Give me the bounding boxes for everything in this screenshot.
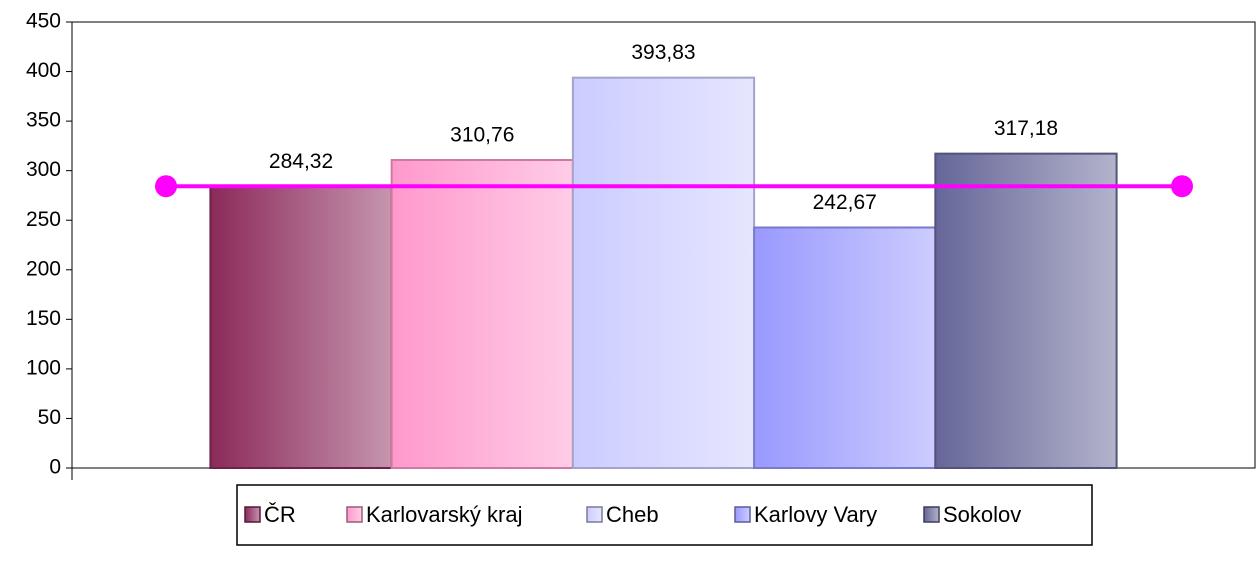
legend-label: Cheb <box>606 502 659 527</box>
y-tick-label: 450 <box>26 10 61 33</box>
y-tick-label: 50 <box>38 406 61 429</box>
y-tick-label: 400 <box>26 59 61 82</box>
reference-marker <box>155 175 177 198</box>
legend-box <box>236 484 1093 546</box>
value-label: 284,32 <box>269 150 333 173</box>
legend-label: Karlovy Vary <box>754 502 877 527</box>
y-tick-label: 300 <box>26 158 61 181</box>
value-label: 242,67 <box>813 191 877 214</box>
legend-label: ČR <box>264 502 296 527</box>
legend-swatch <box>734 506 751 523</box>
legend-swatch <box>923 506 940 523</box>
y-tick-label: 100 <box>26 356 61 379</box>
legend-label: Karlovarský kraj <box>366 502 522 527</box>
value-label: 317,18 <box>994 117 1058 140</box>
y-tick-label: 150 <box>26 307 61 330</box>
legend-swatch <box>586 506 603 523</box>
legend-label: Sokolov <box>943 502 1021 527</box>
y-tick-label: 200 <box>26 257 61 280</box>
value-label: 310,76 <box>450 124 514 147</box>
bar <box>753 226 937 469</box>
value-label: 393,83 <box>631 41 695 64</box>
legend-swatch <box>346 506 363 523</box>
y-tick-label: 0 <box>49 456 61 479</box>
bar <box>571 76 756 469</box>
legend-swatch <box>244 506 261 523</box>
bar <box>934 152 1118 469</box>
reference-marker <box>1171 175 1193 198</box>
y-tick-label: 250 <box>26 208 61 231</box>
y-tick-label: 350 <box>26 109 61 132</box>
bar <box>390 159 574 469</box>
bar <box>209 185 393 470</box>
